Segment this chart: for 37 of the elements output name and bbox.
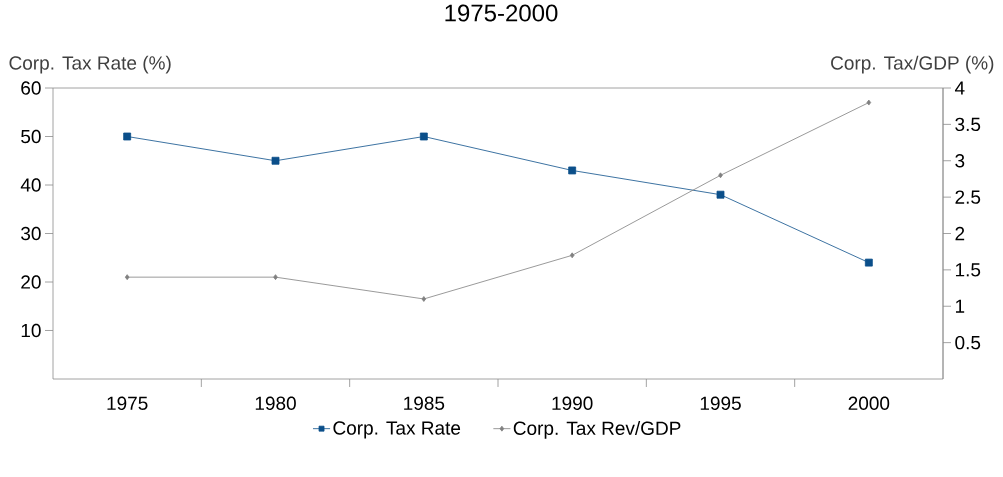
x-tick-label: 1980 <box>255 396 296 410</box>
point <box>123 132 132 141</box>
point <box>568 166 577 175</box>
y-tick-label: 40 <box>20 178 41 192</box>
y-tick-label: 30 <box>21 226 41 241</box>
y2-tick-label: 4 <box>954 81 965 95</box>
x-tick-label: 1975 <box>107 396 148 410</box>
y2-tick-label: 2.5 <box>955 190 981 204</box>
y2-axis-title: Corp. Tax/GDP (%) <box>831 55 994 74</box>
y-tick-label: 20 <box>21 275 41 289</box>
y-tick-label: 50 <box>21 129 41 144</box>
point <box>569 252 575 259</box>
y2-tick-label: 2 <box>955 226 965 241</box>
point <box>866 99 872 106</box>
y-tick-label: 10 <box>21 323 41 338</box>
chart-title: 1975-2000 <box>445 4 558 22</box>
x-tick-label: 1995 <box>700 396 741 410</box>
y-tick-label: 60 <box>21 81 41 95</box>
y2-tick-label: 3.5 <box>955 117 981 132</box>
point <box>864 258 873 267</box>
y-axis-title: Corp. Tax Rate (%) <box>9 55 171 74</box>
point <box>419 132 428 141</box>
point <box>273 274 278 281</box>
legend-label: Corp. Tax Rate <box>333 421 461 439</box>
legend-label: Corp. Tax Rev/GDP <box>513 421 681 439</box>
y2-tick-label: 1.5 <box>955 263 981 277</box>
point <box>271 156 280 165</box>
point <box>718 172 723 179</box>
y2-tick-label: 1 <box>955 299 965 313</box>
point <box>124 274 130 281</box>
y2-tick-label: 3 <box>955 154 965 168</box>
x-tick-label: 1985 <box>404 396 445 410</box>
point <box>421 296 427 302</box>
x-tick-label: 2000 <box>848 396 890 410</box>
x-tick-label: 1990 <box>552 396 593 410</box>
point <box>716 190 725 199</box>
y2-tick-label: 0.5 <box>955 335 981 350</box>
